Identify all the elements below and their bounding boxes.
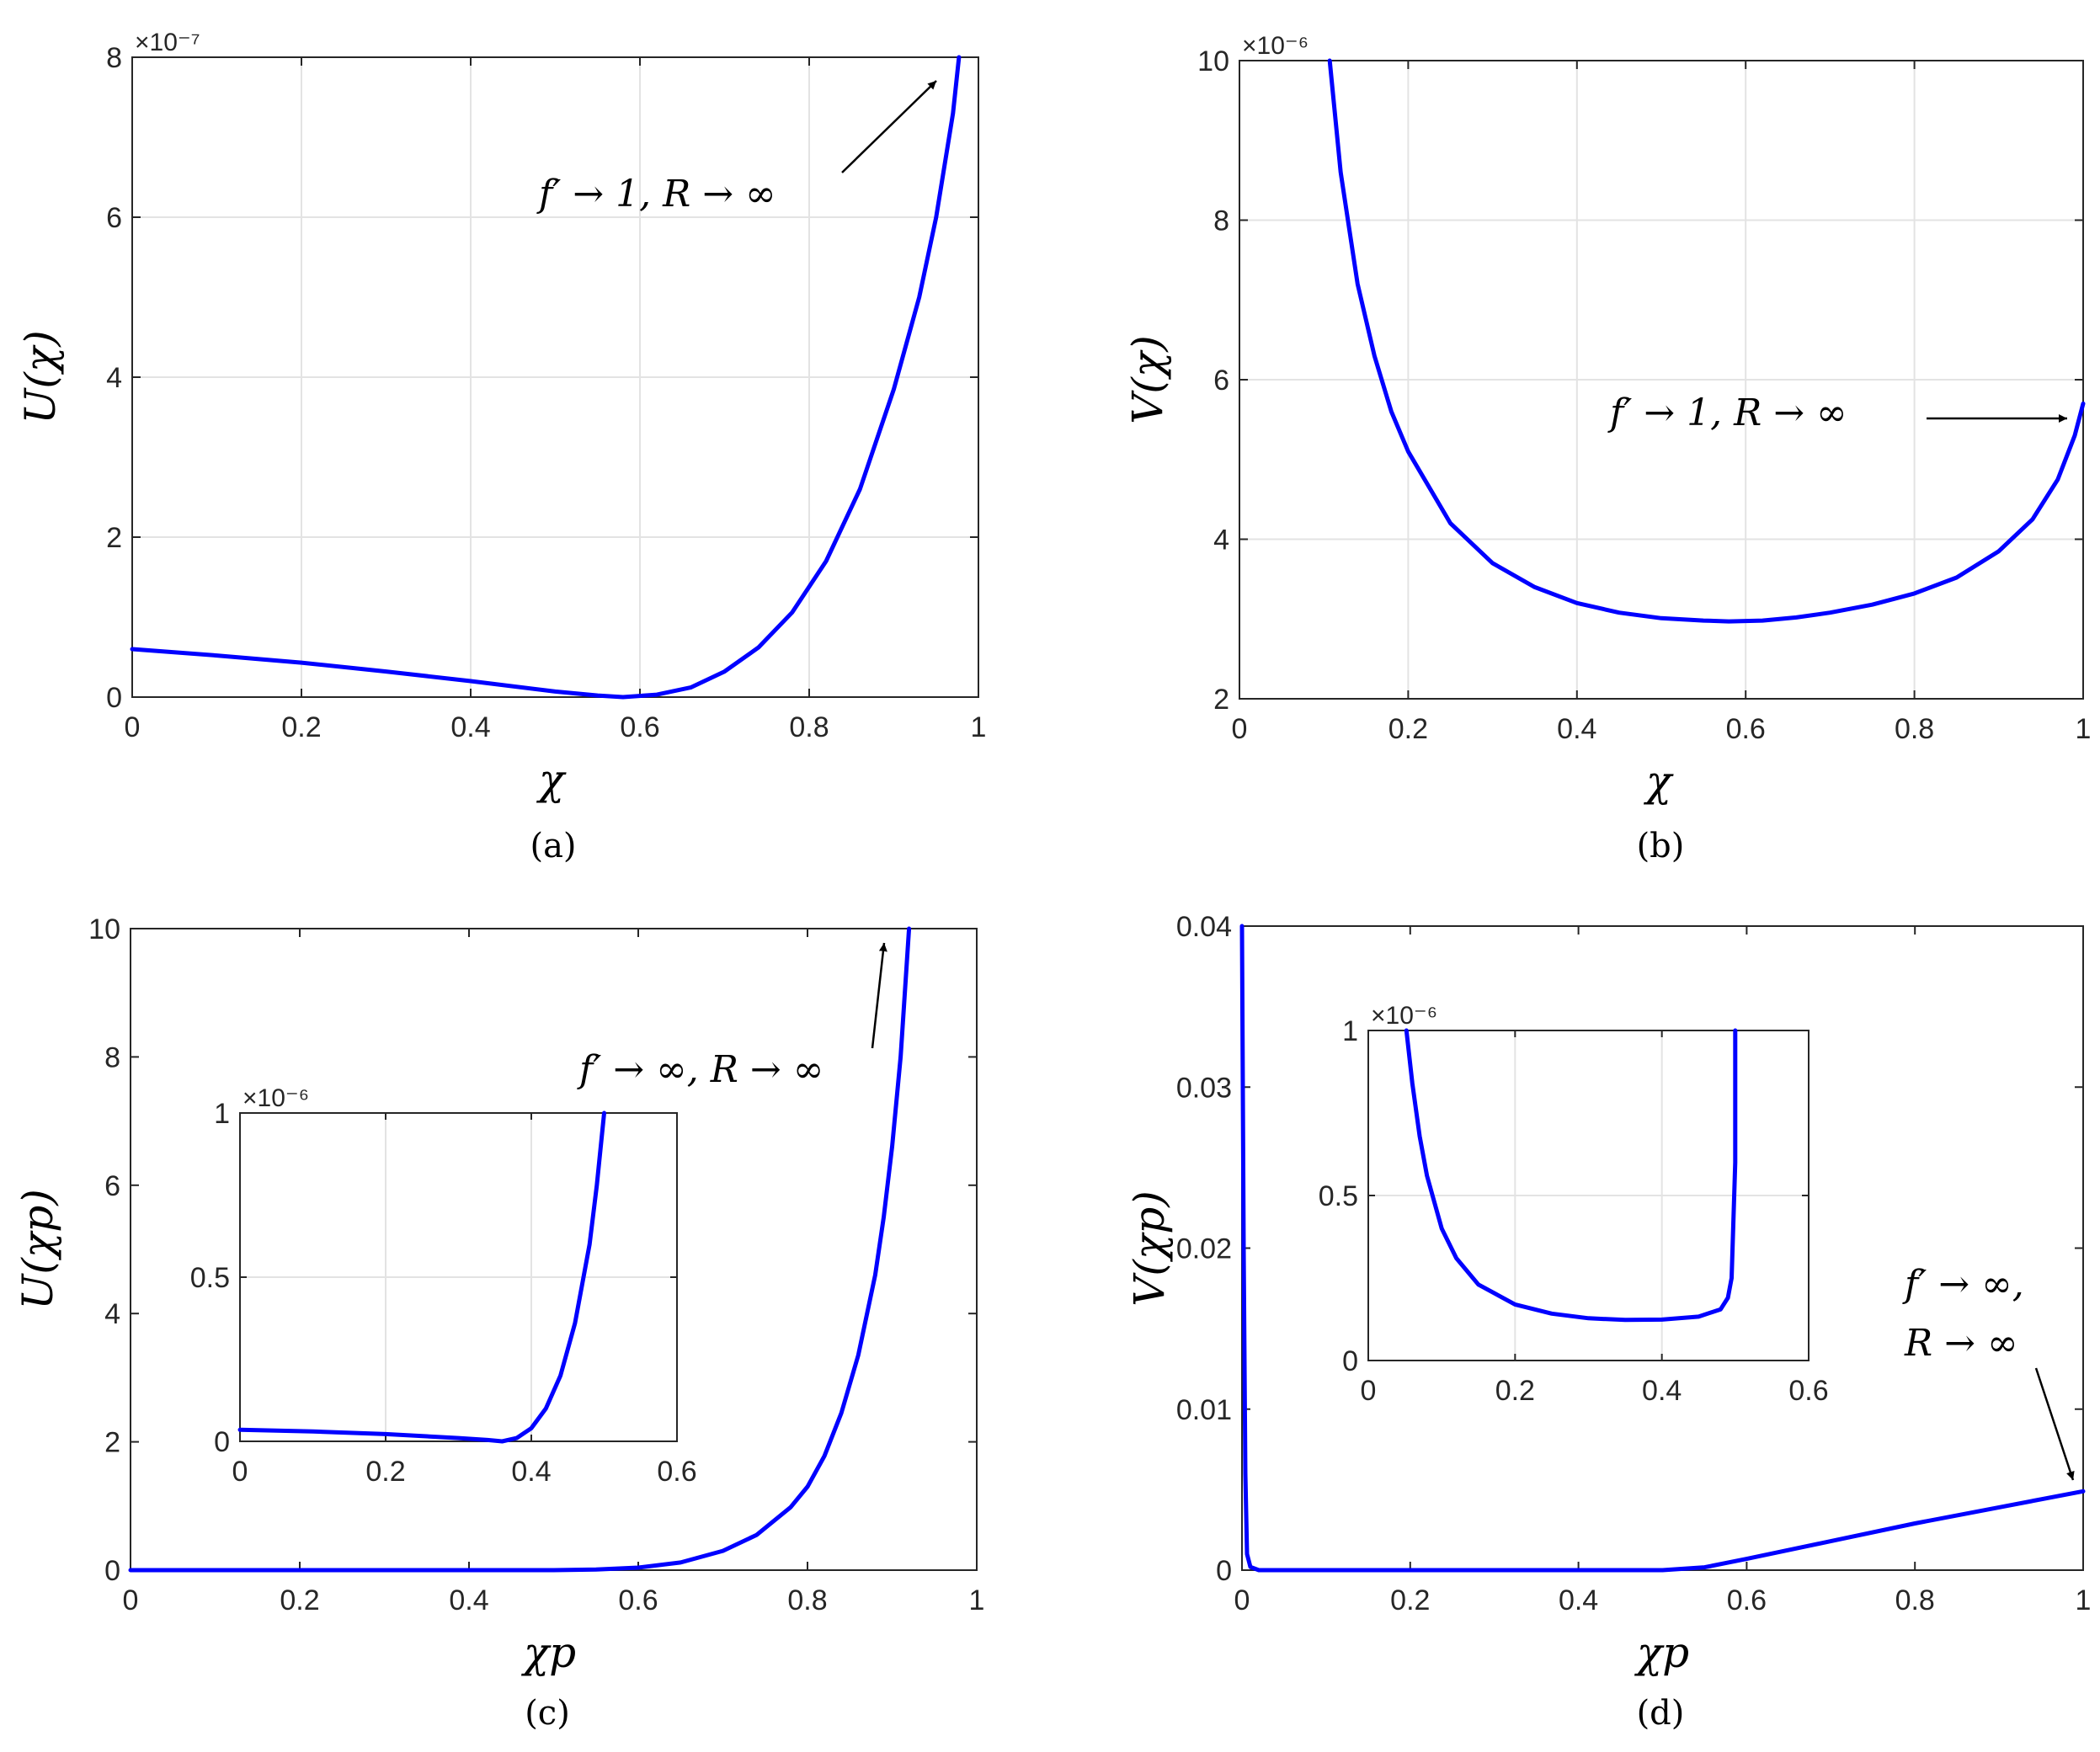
panel-c-xlabel: χp <box>521 1628 576 1677</box>
panel-b-xtick-label-4: 0.8 <box>1895 713 1934 745</box>
panel-d-inset-ytick-label-1: 0.5 <box>1319 1180 1358 1212</box>
panel-c-xtick-label-2: 0.4 <box>449 1584 488 1616</box>
panel-d-inset-ytick-label-0: 0 <box>1342 1345 1358 1377</box>
panel-a-xtick-label-2: 0.4 <box>450 711 490 743</box>
panel-b-exponent: ×10⁻⁶ <box>1242 32 1309 60</box>
panel-a-xtick-label-4: 0.8 <box>789 711 829 743</box>
panel-c-caption: (c) <box>525 1694 570 1733</box>
panel-c-ytick-label-1: 2 <box>104 1427 120 1459</box>
panel-c-inset-series-line <box>237 1110 606 1444</box>
panel-c-xtick-label-0: 0 <box>123 1584 139 1616</box>
panel-b-ytick-label-1: 4 <box>1213 525 1229 556</box>
panel-b: 0 0.2 0.4 0.6 0.8 1 2 4 6 8 10 ×10⁻⁶ χ V(χ) (b) <box>1123 32 2091 865</box>
panel-c-inset-xtick-label-2: 0.4 <box>511 1456 551 1488</box>
panel-c-xtick-label-5: 1 <box>969 1584 985 1616</box>
panel-b-caption: (b) <box>1637 827 1685 865</box>
panel-d-inset-series-line <box>1404 1028 1738 1323</box>
panel-a-ytick-label-0: 0 <box>106 682 122 714</box>
panel-b-series-line <box>1327 58 2086 624</box>
panel-d: 0 0.2 0.4 0.6 0.8 1 0 0.01 0.02 0.03 0.04 χp V(χp) (d… <box>1125 911 2091 1733</box>
panel-b-axes-box <box>1239 60 2084 700</box>
panel-b-xtick-label-5: 1 <box>2076 713 2092 745</box>
panel-a-xtick-label-3: 0.6 <box>620 711 659 743</box>
annotations: f′ → 1, R → ∞ f′ → 1, R → ∞ f′ → ∞, R → ∞ f… <box>536 80 2075 1481</box>
panel-d-xtick-label-3: 0.6 <box>1727 1584 1767 1616</box>
panel-c-ytick-label-2: 4 <box>104 1298 120 1330</box>
panel-b-xtick-label-0: 0 <box>1232 713 1248 745</box>
panel-c-ytick-label-0: 0 <box>104 1555 120 1587</box>
panel-b-ytick-label-0: 2 <box>1213 684 1229 716</box>
panel-c-inset-axes-box <box>239 1112 678 1442</box>
panel-d-xtick-label-1: 0.2 <box>1390 1584 1430 1616</box>
panel-d-inset-xtick-label-0: 0 <box>1361 1375 1377 1407</box>
panel-c-inset-xtick-label-0: 0 <box>232 1456 248 1488</box>
annotation-d-line2: R → ∞ <box>1904 1322 2018 1365</box>
panel-c-inset-exponent: ×10⁻⁶ <box>243 1084 309 1112</box>
panel-d-inset-xtick-label-1: 0.2 <box>1495 1375 1535 1407</box>
panel-d-xtick-label-4: 0.8 <box>1895 1584 1935 1616</box>
panel-a-xtick-label-5: 1 <box>971 711 987 743</box>
panel-d-ytick-label-3: 0.03 <box>1176 1072 1232 1104</box>
panel-c-xtick-label-3: 0.6 <box>618 1584 658 1616</box>
panel-c-ytick-label-4: 8 <box>104 1041 120 1073</box>
panel-d-inset-exponent: ×10⁻⁶ <box>1371 1002 1437 1030</box>
panel-d-xtick-label-0: 0 <box>1234 1584 1250 1616</box>
panel-b-ytick-label-3: 8 <box>1213 205 1229 237</box>
panel-c-inset-xtick-label-3: 0.6 <box>657 1456 696 1488</box>
annotation-d-line1: f′ → ∞, <box>1902 1263 2024 1306</box>
panel-d-ytick-label-0: 0 <box>1216 1555 1232 1587</box>
panel-a-xtick-label-1: 0.2 <box>281 711 321 743</box>
panel-d-inset-ytick-label-2: 1 <box>1342 1015 1358 1047</box>
panel-c-ylabel: U(χp) <box>13 1189 62 1309</box>
panel-d-ylabel: V(χp) <box>1125 1190 1174 1306</box>
panel-d-ytick-label-4: 0.04 <box>1176 911 1232 943</box>
panel-d-inset-xtick-label-3: 0.6 <box>1788 1375 1828 1407</box>
panel-a-ytick-label-3: 6 <box>106 202 122 234</box>
panel-d-xtick-label-5: 1 <box>2076 1584 2092 1616</box>
panel-a-ylabel: U(χ) <box>16 330 65 423</box>
panel-c-inset-ytick-label-1: 0.5 <box>190 1262 230 1294</box>
panel-b-xtick-label-1: 0.2 <box>1388 713 1428 745</box>
annotation-a: f′ → 1, R → ∞ <box>536 173 776 216</box>
panel-c-xtick-label-4: 0.8 <box>787 1584 827 1616</box>
panel-a-exponent: ×10⁻⁷ <box>135 29 200 56</box>
panel-c-inset-ytick-label-2: 1 <box>214 1098 230 1130</box>
panel-d-series-line <box>1239 924 2086 1573</box>
panel-c-inset-ytick-label-0: 0 <box>214 1426 230 1458</box>
panel-a-axes-box <box>131 56 979 698</box>
panel-a-series-line <box>130 55 962 700</box>
panel-b-xtick-label-2: 0.4 <box>1557 713 1596 745</box>
arrow-a <box>841 80 937 173</box>
arrow-c <box>871 942 887 1049</box>
panel-d-inset-axes-box <box>1367 1030 1810 1361</box>
panel-d-caption: (d) <box>1637 1694 1685 1733</box>
panel-d-xlabel: χp <box>1634 1628 1689 1677</box>
panel-a-xlabel: χ <box>536 755 567 804</box>
panel-b-xtick-label-3: 0.6 <box>1726 713 1766 745</box>
annotation-b: f′ → 1, R → ∞ <box>1607 391 1847 434</box>
panel-a-ytick-label-1: 2 <box>106 522 122 554</box>
arrow-d <box>2034 1367 2075 1481</box>
panel-b-ytick-label-4: 10 <box>1197 45 1229 77</box>
panel-c-inset-xtick-label-1: 0.2 <box>365 1456 405 1488</box>
panel-a-ytick-label-2: 4 <box>106 362 122 394</box>
panel-b-ylabel: V(χ) <box>1123 335 1172 423</box>
panel-a: 0 0.2 0.4 0.6 0.8 1 0 2 4 6 8 ×10⁻⁷ χ U(χ) (a) <box>16 29 986 865</box>
panel-d-ytick-label-2: 0.02 <box>1176 1233 1232 1265</box>
panel-b-ytick-label-2: 6 <box>1213 365 1229 397</box>
annotation-c: f′ → ∞, R → ∞ <box>577 1048 823 1091</box>
panel-c-series-line <box>128 926 912 1573</box>
panel-c-ytick-label-3: 6 <box>104 1170 120 1202</box>
panel-d-ytick-label-1: 0.01 <box>1176 1394 1232 1426</box>
panel-a-caption: (a) <box>530 827 576 865</box>
panel-c-ytick-label-5: 10 <box>88 913 120 945</box>
panel-a-ytick-label-4: 8 <box>106 42 122 74</box>
panel-a-xtick-label-0: 0 <box>125 711 141 743</box>
panel-d-inset-xtick-label-2: 0.4 <box>1642 1375 1682 1407</box>
panel-d-xtick-label-2: 0.4 <box>1559 1584 1598 1616</box>
panel-c-xtick-label-1: 0.2 <box>280 1584 319 1616</box>
panel-b-xlabel: χ <box>1644 757 1674 806</box>
